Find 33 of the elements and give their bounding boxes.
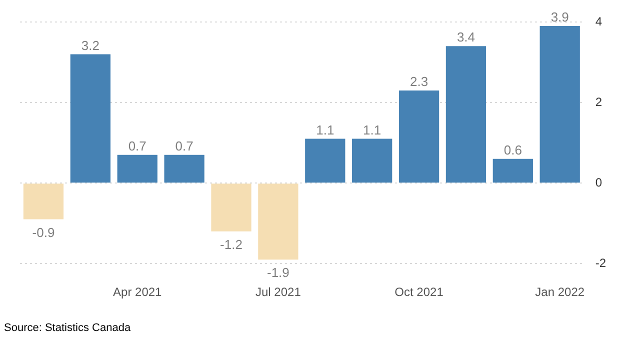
bar <box>352 138 392 183</box>
x-tick-label: Oct 2021 <box>394 285 444 300</box>
data-label: 3.9 <box>550 10 569 25</box>
x-tick-label: Jul 2021 <box>256 285 302 300</box>
data-label: 0.7 <box>128 138 146 154</box>
bar <box>70 54 110 183</box>
x-tick-label: Jan 2022 <box>535 285 585 300</box>
bar <box>398 90 440 183</box>
data-label: 1.1 <box>363 122 382 138</box>
data-label: 1.1 <box>316 122 334 138</box>
y-tick-label: -2 <box>595 256 606 270</box>
x-tick-label: Apr 2021 <box>113 285 162 300</box>
bar <box>164 154 204 183</box>
bar <box>211 184 252 232</box>
bar <box>492 158 533 183</box>
bar <box>305 138 346 183</box>
bar <box>446 46 486 183</box>
source-note: Source: Statistics Canada <box>4 322 132 334</box>
data-label: -1.2 <box>220 236 242 252</box>
y-tick-label: 2 <box>595 94 602 109</box>
bar <box>23 184 64 220</box>
data-label: -0.9 <box>32 224 55 240</box>
data-label: 0.7 <box>175 138 194 154</box>
bar <box>117 154 158 183</box>
y-tick-label: 4 <box>595 14 602 28</box>
bar <box>258 184 298 260</box>
data-label: 0.6 <box>504 142 522 158</box>
bar <box>540 26 580 183</box>
data-label: 3.2 <box>81 38 100 53</box>
data-label: 3.4 <box>456 30 476 45</box>
y-tick-label: 0 <box>595 175 602 190</box>
data-label: 2.3 <box>410 74 428 90</box>
data-label: -1.9 <box>266 265 290 280</box>
